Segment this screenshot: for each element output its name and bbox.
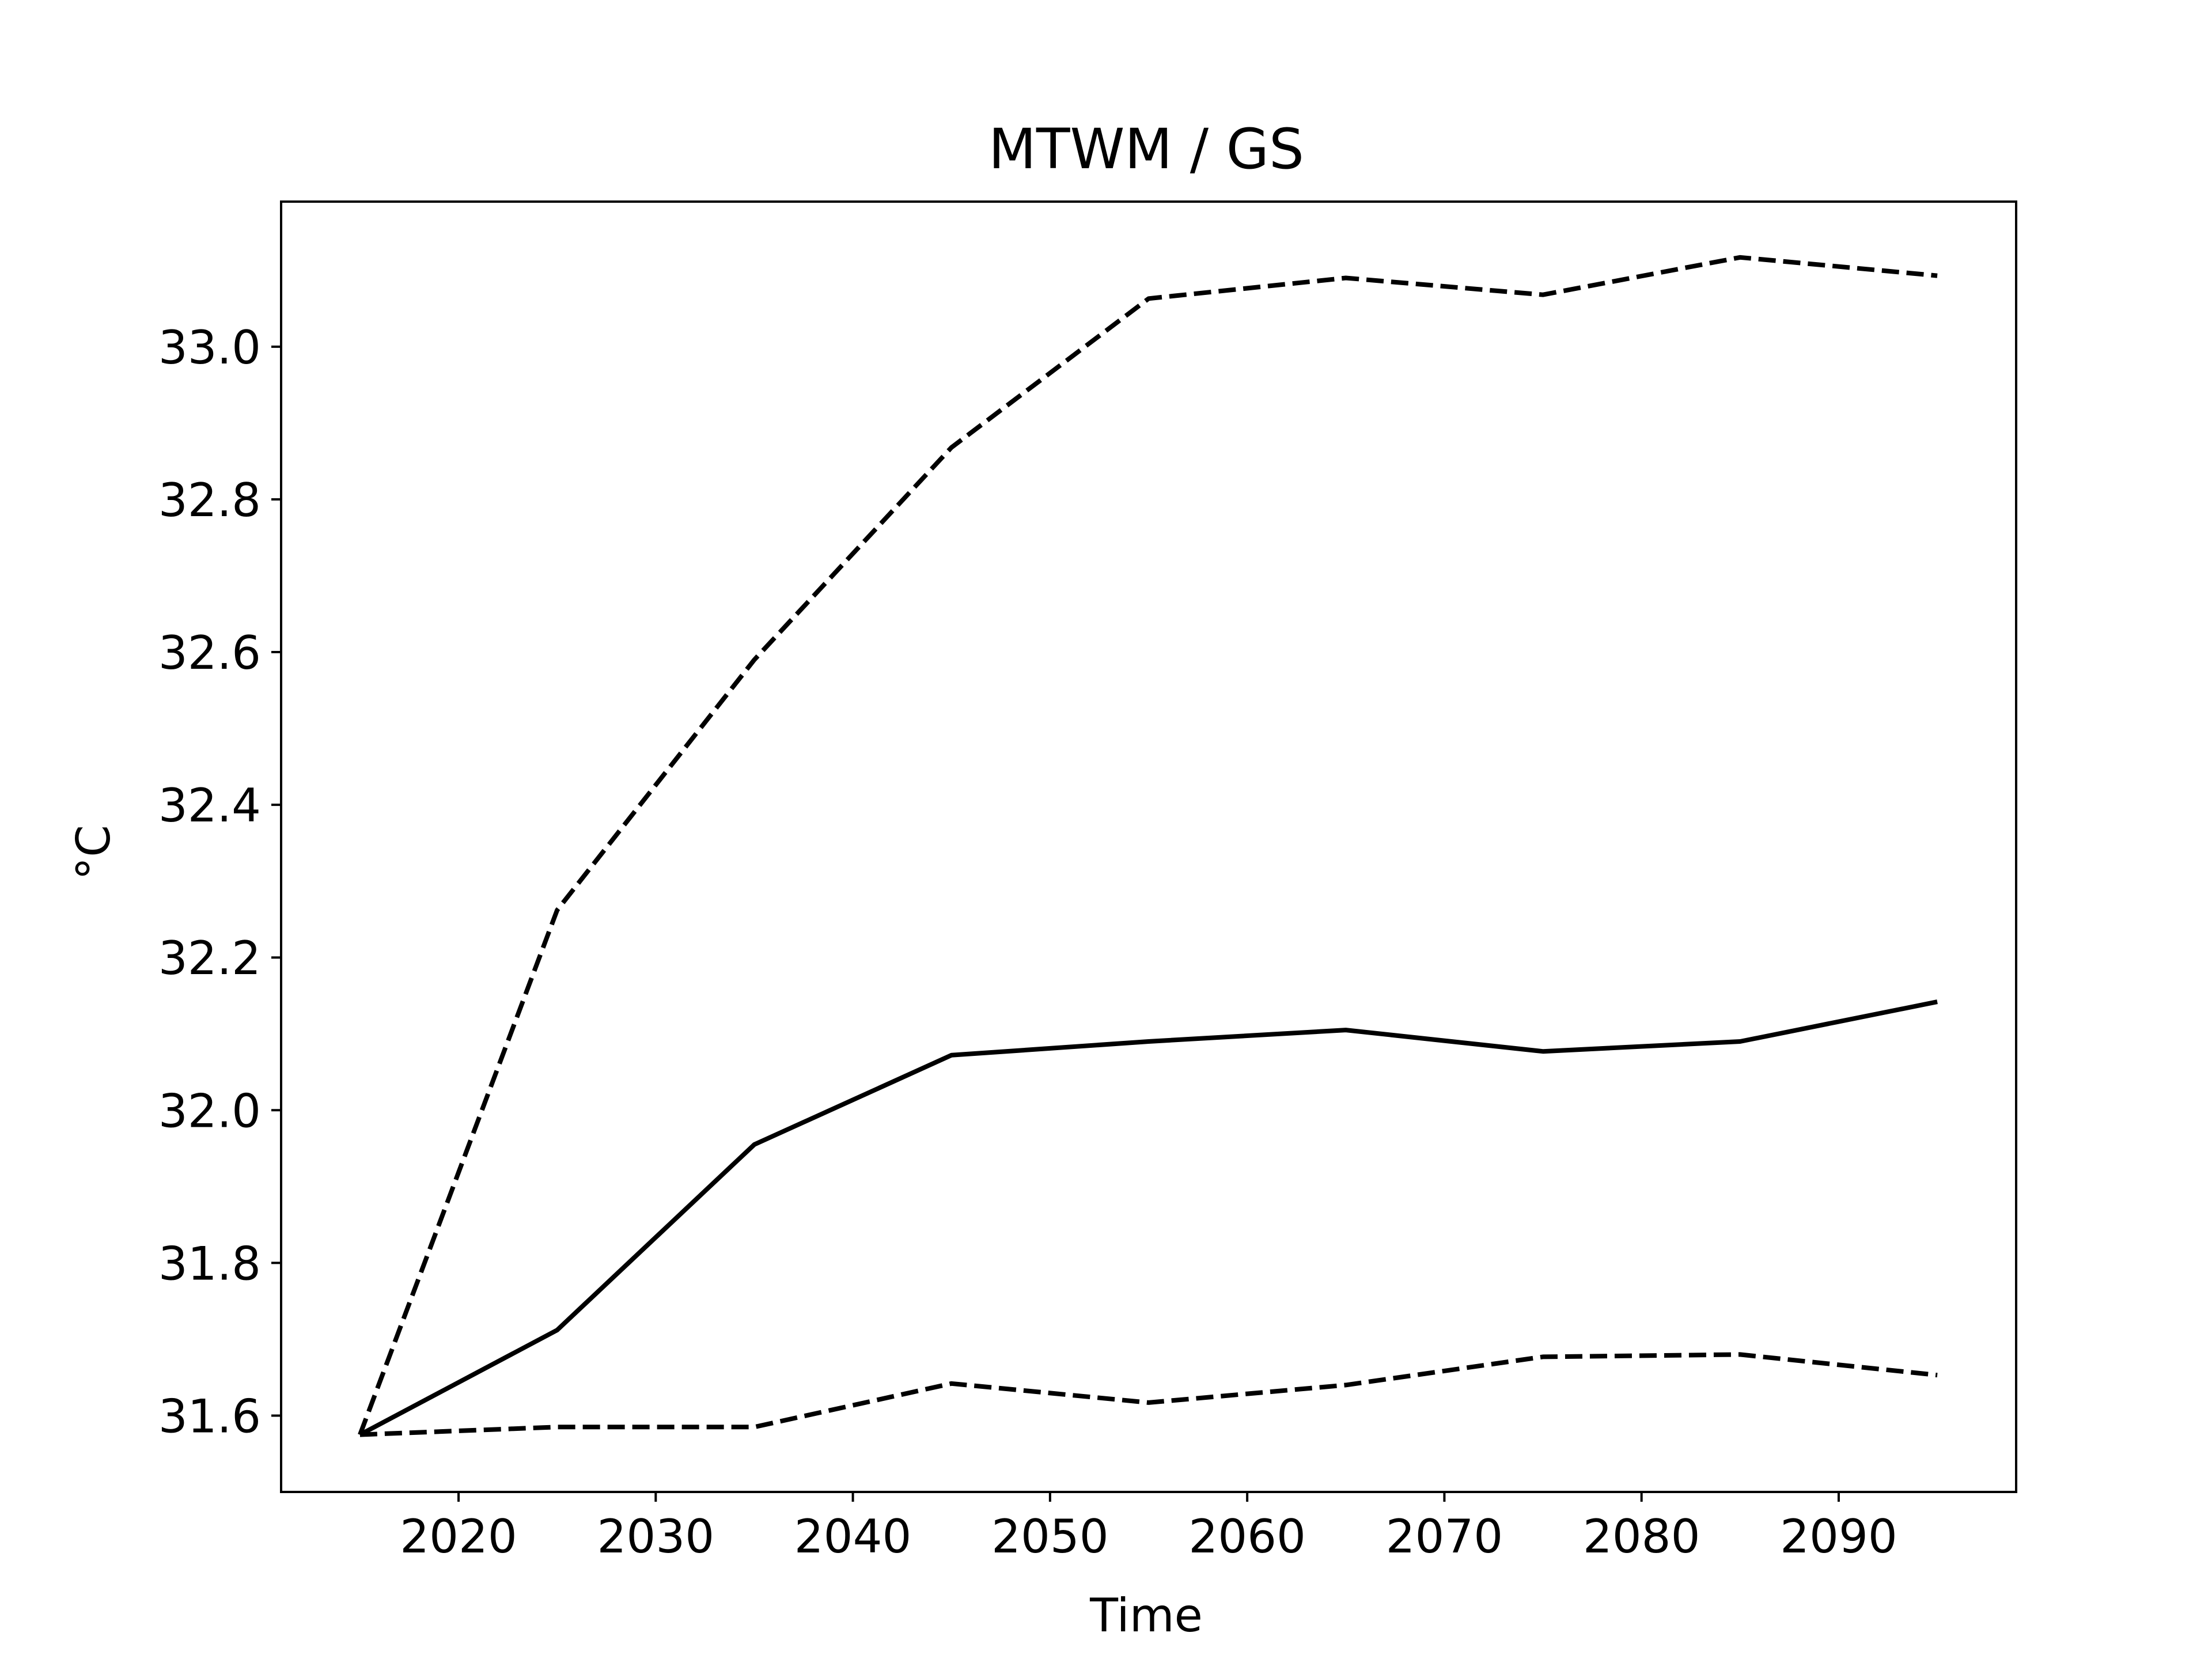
x-tick-label: 2060 [1188, 1510, 1306, 1563]
x-tick-label: 2020 [400, 1510, 517, 1563]
x-tick-label: 2090 [1780, 1510, 1897, 1563]
x-tick-label: 2080 [1583, 1510, 1700, 1563]
y-tick-label: 32.4 [158, 779, 261, 832]
x-tick-label: 2050 [991, 1510, 1109, 1563]
x-axis-label: Time [1089, 1589, 1203, 1642]
x-tick-label: 2030 [597, 1510, 715, 1563]
series-line-2 [358, 255, 1938, 1436]
y-tick-label: 32.8 [158, 474, 261, 527]
y-tick-label: 32.0 [158, 1084, 261, 1138]
series-line-1 [359, 999, 1938, 1437]
x-axis: 2020 2030 2040 2050 2060 2070 2080 2090 [400, 1492, 1897, 1563]
y-axis: 31.6 31.8 32.0 32.2 32.4 32.6 32.8 33.0 [158, 321, 281, 1443]
y-tick-label: 33.0 [158, 321, 261, 374]
x-tick-label: 2040 [794, 1510, 912, 1563]
y-tick-label: 31.6 [158, 1389, 261, 1443]
chart-title: MTWM / GS [988, 117, 1304, 181]
plot-area-frame [280, 200, 2017, 1493]
y-axis-label: °C [67, 825, 120, 880]
x-tick-label: 2070 [1386, 1510, 1503, 1563]
y-tick-label: 31.8 [158, 1237, 261, 1290]
y-tick-label: 32.2 [158, 931, 261, 985]
series-layer [358, 255, 1938, 1437]
series-line-3 [359, 1352, 1938, 1437]
y-tick-label: 32.6 [158, 626, 261, 680]
